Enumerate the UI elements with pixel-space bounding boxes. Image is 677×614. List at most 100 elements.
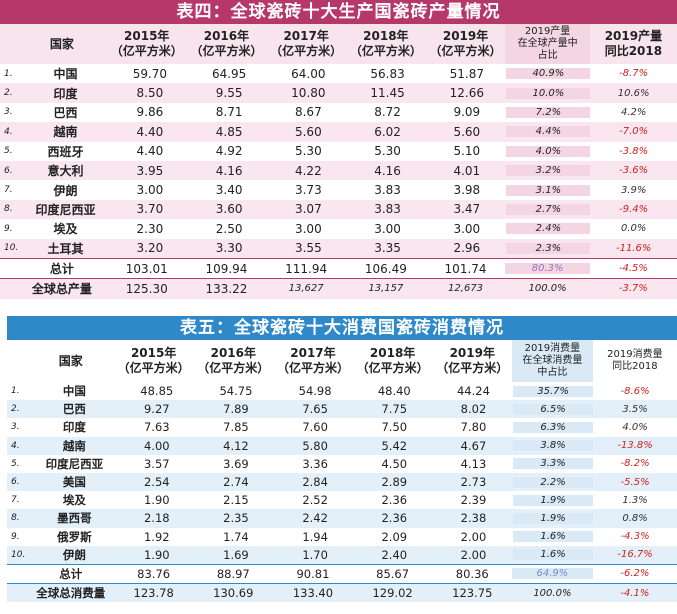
row-index: 1. <box>4 68 13 79</box>
header-yoy: 2019产量 同比2018 <box>604 29 663 58</box>
yoy-cell: 4.2% <box>620 106 647 118</box>
country-name: 印度 <box>62 420 86 435</box>
country-name: 墨西哥 <box>57 511 92 526</box>
value-cell: 9.55 <box>215 86 243 101</box>
value-cell: 4.40 <box>136 124 164 139</box>
row-index: 5. <box>4 146 13 157</box>
total-row: 总计 103.01 109.94 111.94 106.49 101.74 80.3% -4.… <box>0 257 677 279</box>
value-cell: 4.16 <box>374 163 401 178</box>
header-2017: 2017年 （亿平方米） <box>270 29 343 58</box>
value-cell: 3.57 <box>143 456 170 471</box>
value-cell: 2.84 <box>302 475 328 490</box>
row-index: 9. <box>11 531 20 542</box>
value-cell: 125.30 <box>125 281 168 296</box>
country-name: 越南 <box>62 438 86 453</box>
value-cell: 2.74 <box>223 475 249 490</box>
table-header: 国家 2015年 （亿平方米） 2016年 （亿平方米） 2017年 （亿平方米… <box>0 24 677 64</box>
value-cell: 4.00 <box>143 438 170 453</box>
yoy-cell: 3.5% <box>622 403 648 415</box>
yoy-cell: -8.7% <box>619 68 649 80</box>
yoy-cell: -3.7% <box>618 283 648 295</box>
country-name: 中国 <box>53 67 78 82</box>
yoy-cell: -13.8% <box>617 440 653 452</box>
row-index: 10. <box>4 243 19 254</box>
value-cell: 1.70 <box>302 547 328 562</box>
value-cell: 6.02 <box>374 124 401 139</box>
yoy-cell: -7.0% <box>619 126 649 138</box>
value-cell: 7.80 <box>460 420 487 435</box>
table-row: 3. 印度 7.63 7.85 7.60 7.50 7.80 6.3% 4.0% <box>7 418 677 436</box>
header-country: 国家 <box>49 36 74 51</box>
consumption-table: 表五：全球瓷砖十大消费国瓷砖消费情况 国家 2015年 （亿平方米） 2016年… <box>7 316 677 612</box>
value-cell: 133.40 <box>292 586 334 601</box>
yoy-cell: -8.6% <box>620 385 650 397</box>
table-row: 8. 印度尼西亚 3.70 3.60 3.07 3.83 3.47 2.7% -9.4% <box>0 199 677 220</box>
value-cell: 8.72 <box>374 105 401 120</box>
table-body: 1. 中国 59.70 64.95 64.00 56.83 51.87 40.9% -8.7% 2… <box>0 64 677 299</box>
value-cell: 44.24 <box>456 384 490 399</box>
value-cell: 9.09 <box>453 105 481 120</box>
yoy-cell: -9.4% <box>619 203 649 215</box>
value-cell: 3.83 <box>374 202 401 217</box>
value-cell: 2.30 <box>136 221 164 236</box>
value-cell: 2.38 <box>460 511 487 526</box>
value-cell: 48.85 <box>140 384 174 399</box>
value-cell: 1.92 <box>143 529 170 544</box>
table-row: 9. 埃及 2.30 2.50 3.00 3.00 3.00 2.4% 0.0% <box>0 219 677 239</box>
value-cell: 1.94 <box>302 529 328 544</box>
header-share: 2019产量 在全球产量中 占比 <box>505 24 590 64</box>
share-cell: 7.2% <box>506 106 591 118</box>
share-cell: 1.9% <box>513 512 594 524</box>
share-cell: 1.9% <box>513 494 594 506</box>
yoy-cell: -4.5% <box>618 263 648 275</box>
value-cell: 59.70 <box>132 66 168 81</box>
value-cell: 8.71 <box>215 105 243 120</box>
row-index: 4. <box>4 126 13 137</box>
header-2016: 2016年 （亿平方米） <box>190 29 263 58</box>
share-cell: 2.3% <box>506 242 591 254</box>
value-cell: 2.18 <box>143 511 170 526</box>
value-cell: 3.35 <box>374 241 401 256</box>
country-name: 越南 <box>53 125 78 140</box>
header-2016: 2016年 （亿平方米） <box>197 346 270 375</box>
value-cell: 2.36 <box>381 511 408 526</box>
country-name: 印度 <box>53 86 78 101</box>
yoy-cell: -16.7% <box>617 549 653 561</box>
global-total-row: 全球总消费量 123.78 130.69 133.40 129.02 123.75 100.… <box>7 583 677 603</box>
row-index: 3. <box>4 107 13 118</box>
value-cell: 54.98 <box>298 384 332 399</box>
share-cell: 1.6% <box>513 549 594 561</box>
value-cell: 7.63 <box>143 420 170 435</box>
value-cell: 4.67 <box>460 438 487 453</box>
country-name: 伊朗 <box>53 183 78 198</box>
value-cell: 123.78 <box>133 586 174 601</box>
share-cell: 35.7% <box>513 385 594 397</box>
row-index: 6. <box>4 165 13 176</box>
country-name: 印度尼西亚 <box>35 202 96 217</box>
value-cell: 2.09 <box>381 529 408 544</box>
value-cell: 5.10 <box>453 144 481 159</box>
value-cell: 51.87 <box>449 66 484 81</box>
header-2018: 2018年 （亿平方米） <box>349 29 422 58</box>
value-cell: 3.36 <box>302 456 328 471</box>
row-label: 全球总产量 <box>31 282 92 297</box>
value-cell: 2.35 <box>223 511 249 526</box>
share-cell: 4.0% <box>506 145 591 157</box>
yoy-cell: -6.2% <box>620 568 650 580</box>
value-cell: 129.02 <box>372 586 413 601</box>
value-cell: 4.92 <box>215 144 243 159</box>
value-cell: 3.55 <box>294 241 322 256</box>
yoy-cell: 0.0% <box>620 223 647 235</box>
value-cell: 3.00 <box>294 221 322 236</box>
value-cell: 4.22 <box>294 163 322 178</box>
value-cell: 83.76 <box>137 566 171 581</box>
value-cell: 4.13 <box>460 456 487 471</box>
country-name: 西班牙 <box>47 144 84 159</box>
table-row: 2. 印度 8.50 9.55 10.80 11.45 12.66 10.0% 10.6% <box>0 83 677 103</box>
table-row: 10. 土耳其 3.20 3.30 3.55 3.35 2.96 2.3% -11.6% <box>0 238 677 258</box>
table-title: 表四：全球瓷砖十大生产国瓷砖产量情况 <box>0 0 677 24</box>
yoy-cell: 0.8% <box>622 512 648 524</box>
header-2019: 2019年 （亿平方米） <box>436 346 509 375</box>
country-name: 俄罗斯 <box>57 529 92 544</box>
share-cell: 6.5% <box>513 403 594 415</box>
